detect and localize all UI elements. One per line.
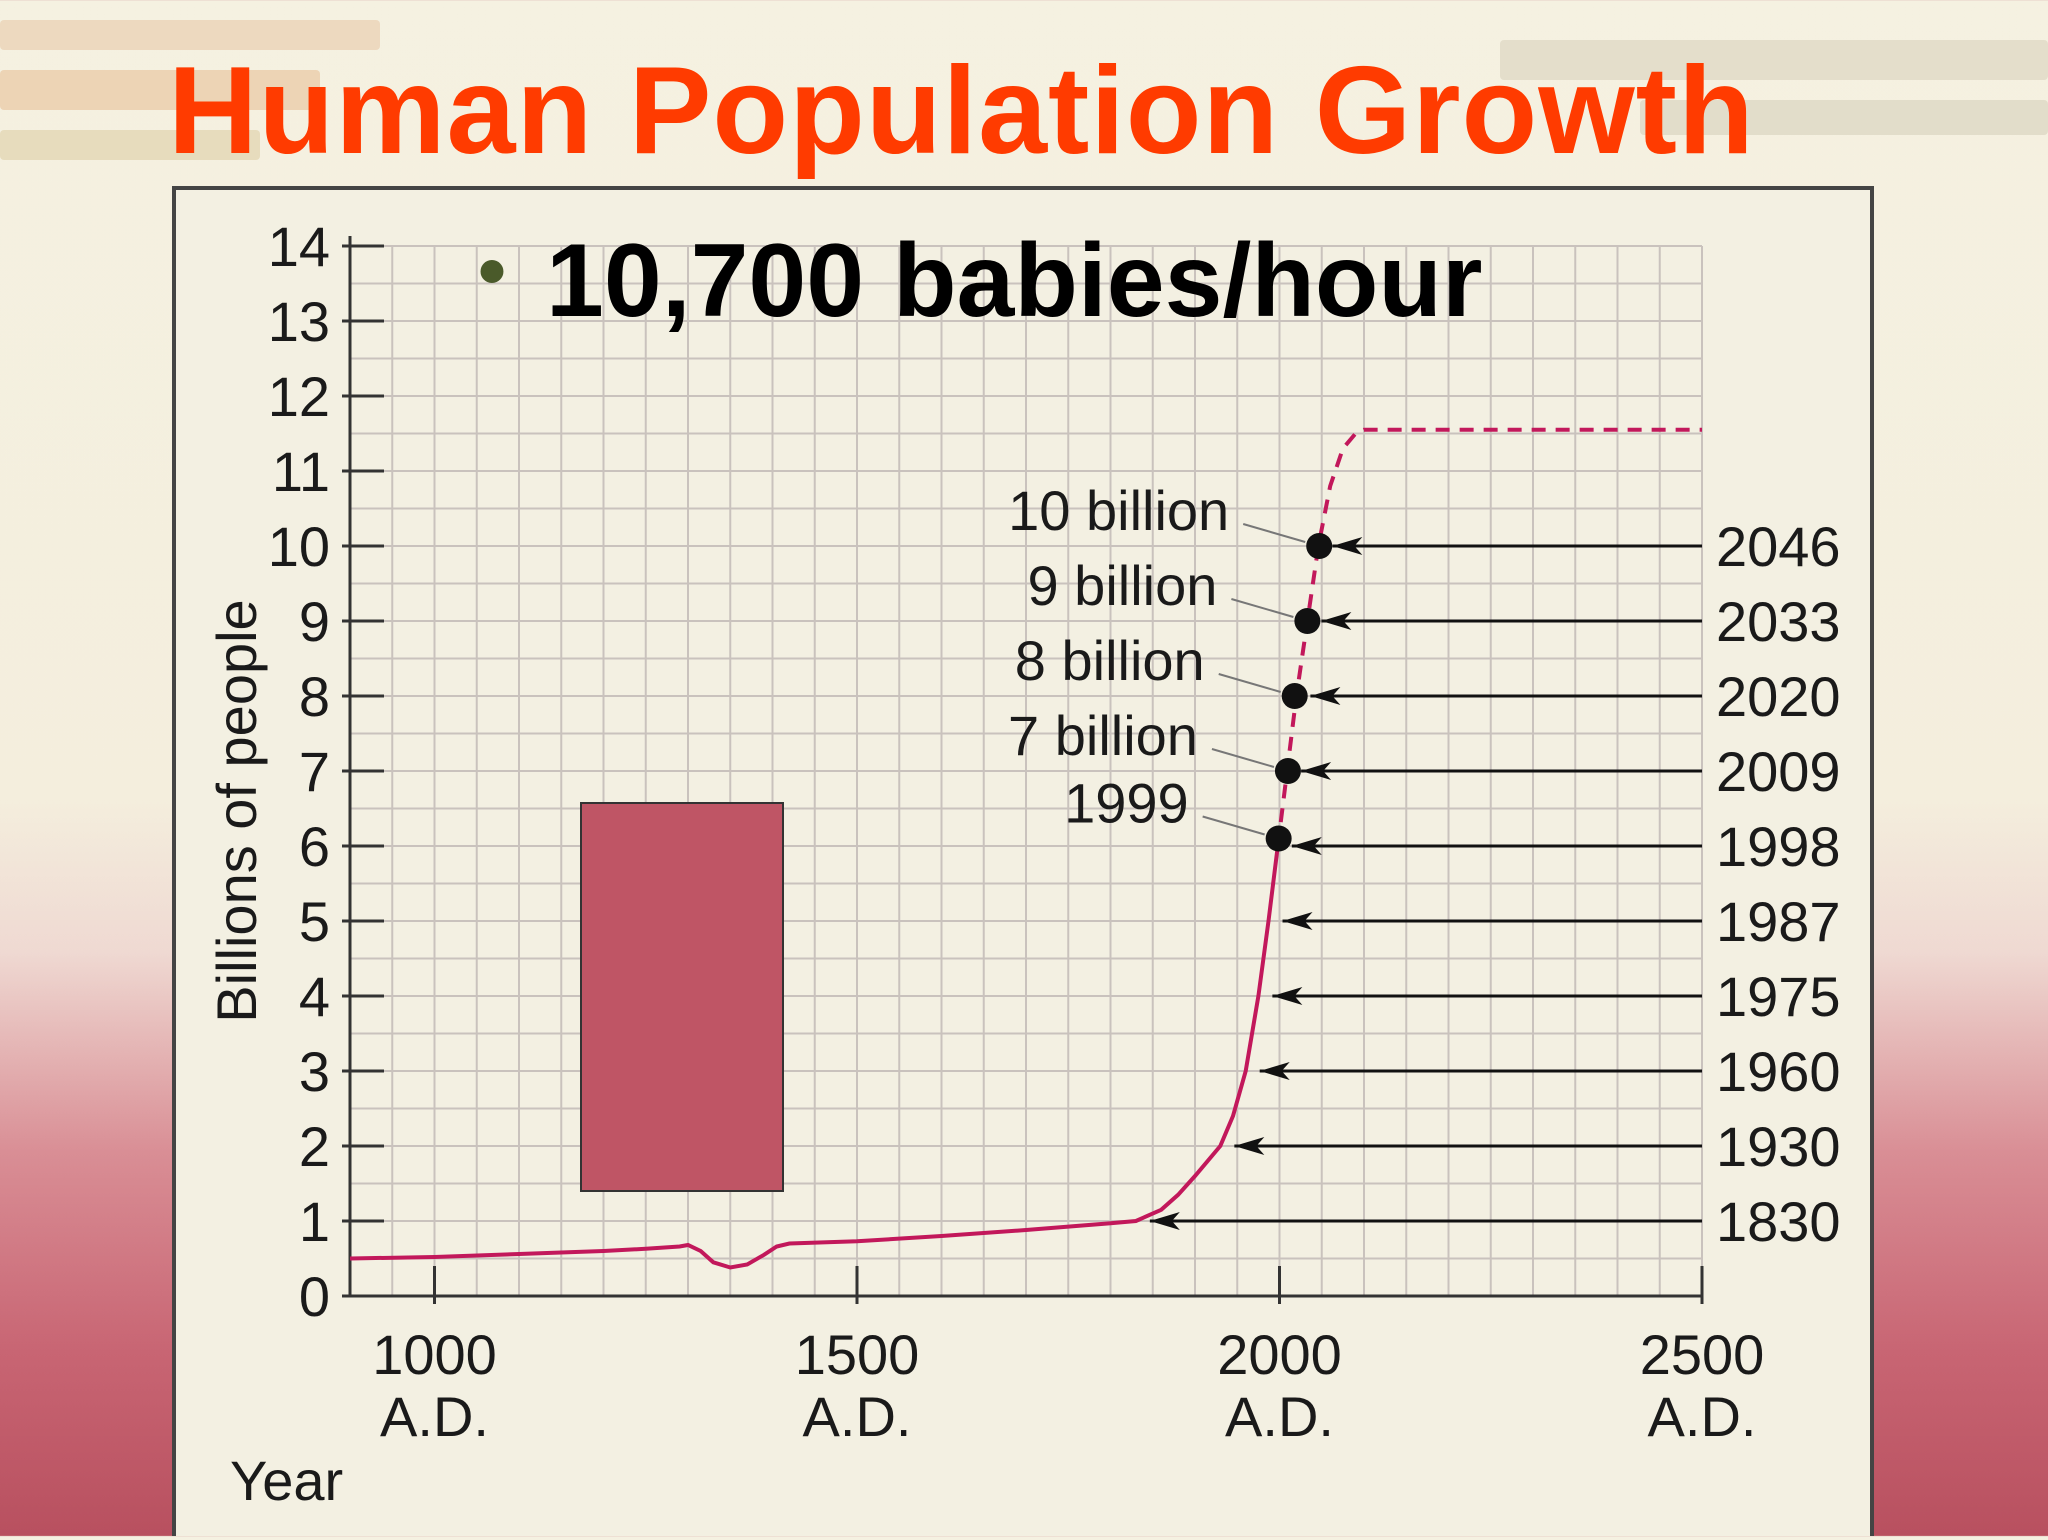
population-chart: 012345678910111213141000A.D.1500A.D.2000… — [205, 215, 1841, 1512]
y-tick-label: 2 — [299, 1115, 330, 1178]
population-curve — [349, 845, 1280, 1270]
milestone-arrowhead — [1301, 762, 1332, 780]
milestone-dot — [1294, 608, 1321, 634]
y-tick-label: 1 — [299, 1190, 330, 1253]
decor-band-4 — [1500, 40, 2048, 80]
milestone-arrowhead — [1282, 912, 1313, 930]
milestone-point-label: 9 billion — [1027, 554, 1217, 617]
milestone-arrowhead — [1259, 1062, 1290, 1080]
bullet-point: • 10,700 babies/hour — [478, 222, 1482, 341]
milestone-point-label: 10 billion — [1008, 479, 1229, 542]
milestone-year-label: 1987 — [1716, 890, 1841, 953]
milestone-arrowhead — [1272, 987, 1303, 1005]
leader-line — [1242, 523, 1306, 543]
decor-band-1 — [0, 20, 380, 50]
y-tick-label: 11 — [272, 440, 330, 503]
milestone-year-label: 1960 — [1716, 1040, 1841, 1103]
milestone-dot — [1306, 533, 1333, 559]
milestone-point-label: 8 billion — [1015, 629, 1205, 692]
slide-title: Human Population Growth — [168, 42, 1755, 180]
milestone-year-label: 1998 — [1716, 815, 1841, 878]
decor-band-3 — [0, 130, 260, 160]
y-axis-label: Billions of people — [205, 599, 268, 1022]
bullet-dot: • — [478, 226, 507, 315]
y-tick-label: 0 — [299, 1265, 330, 1328]
decor-band-5 — [1640, 100, 2048, 135]
chart-figure: 0 1 2 3 4 5 6 7 8 9 10 11 12 13 14 1000 A.D. 1500 A.D. 2000… — [172, 186, 1874, 1536]
decor-band-2 — [0, 70, 320, 110]
milestone-year-label: 1830 — [1716, 1190, 1841, 1253]
leader-line — [1202, 815, 1265, 836]
y-tick-label: 10 — [268, 515, 330, 578]
x-tick-sublabel: A.D. — [380, 1385, 489, 1448]
overlay-rectangle — [580, 802, 784, 1192]
milestone-dot — [1274, 758, 1301, 784]
y-tick-label: 5 — [299, 890, 330, 953]
milestone-arrowhead — [1310, 687, 1341, 705]
x-tick-label: 2000 — [1217, 1323, 1342, 1386]
y-tick-label: 12 — [268, 365, 330, 428]
x-tick-sublabel: A.D. — [803, 1385, 912, 1448]
x-axis-label: Year — [230, 1449, 343, 1512]
milestone-year-label: 2046 — [1716, 515, 1841, 578]
y-tick-label: 3 — [299, 1040, 330, 1103]
milestone-year-label: 2020 — [1716, 665, 1841, 728]
milestone-arrowhead — [1321, 612, 1352, 630]
x-tick-sublabel: A.D. — [1648, 1385, 1757, 1448]
y-tick-label: 13 — [268, 290, 330, 353]
milestone-dot — [1265, 825, 1292, 852]
milestone-year-label: 2033 — [1716, 590, 1841, 653]
milestone-arrowhead — [1332, 537, 1363, 555]
x-tick-sublabel: A.D. — [1225, 1385, 1334, 1448]
milestone-dot — [1281, 683, 1308, 709]
y-tick-label: 6 — [299, 815, 330, 878]
milestone-year-label: 2009 — [1716, 740, 1841, 803]
milestone-year-label: 1930 — [1716, 1115, 1841, 1178]
bullet-text: 10,700 babies/hour — [546, 223, 1483, 339]
milestone-arrowhead — [1149, 1212, 1180, 1230]
x-tick-label: 1000 — [372, 1323, 497, 1386]
leader-line — [1231, 598, 1294, 618]
milestone-point-label: 1999 — [1064, 772, 1189, 835]
milestone-year-label: 1975 — [1716, 965, 1841, 1028]
leader-line — [1218, 673, 1281, 693]
y-tick-label: 7 — [299, 740, 330, 803]
milestone-arrowhead — [1291, 837, 1322, 855]
milestone-point-label: 7 billion — [1008, 704, 1198, 767]
y-tick-label: 8 — [299, 665, 330, 728]
y-tick-label: 14 — [268, 215, 330, 278]
x-tick-label: 2500 — [1640, 1323, 1765, 1386]
y-tick-label: 9 — [299, 590, 330, 653]
milestone-arrowhead — [1234, 1137, 1265, 1155]
leader-line — [1211, 748, 1275, 768]
y-tick-label: 4 — [299, 965, 330, 1028]
x-tick-label: 1500 — [795, 1323, 920, 1386]
